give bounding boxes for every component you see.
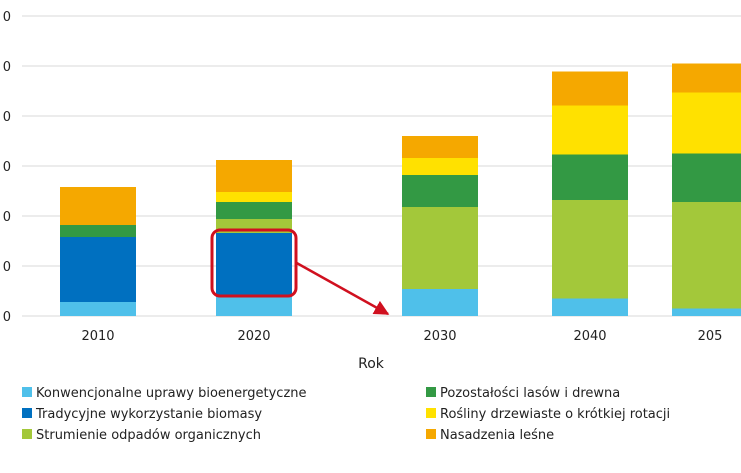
x-tick-label-2030: 2030: [423, 329, 456, 344]
bar-2010-konwencjonalne-uprawy-bioenergetyczne: [60, 302, 136, 316]
grid-lines: [22, 15, 741, 317]
bar-2020-rosliny-drzewiaste-o-krotkiej-rotacji: [216, 192, 292, 202]
bar-2050-konwencjonalne-uprawy-bioenergetyczne: [672, 308, 741, 316]
bar-2010-tradycyjne-wykorzystanie-biomasy: [60, 237, 136, 302]
y-tick-label: 0: [3, 10, 11, 25]
annotation-arrow: [295, 261, 390, 316]
bars: [60, 63, 741, 316]
legend-label: Konwencjonalne uprawy bioenergetyczne: [36, 386, 307, 401]
legend-item-tradycyjne-wykorzystanie-biomasy: Tradycyjne wykorzystanie biomasy: [22, 407, 262, 422]
bar-2040-strumienie-odpadow-organicznych: [552, 200, 628, 299]
y-tick-label: 0: [3, 210, 11, 225]
bar-2050-pozostalosci-lasow-i-drewna: [672, 153, 741, 202]
y-tick-label: 0: [3, 310, 11, 325]
legend-swatch: [426, 429, 436, 439]
legend-item-pozostalosci-lasow-i-drewna: Pozostałości lasów i drewna: [426, 386, 620, 401]
bar-2050-nasadzenia-lesne: [672, 63, 741, 93]
bar-2010-pozostalosci-lasow-i-drewna: [60, 225, 136, 237]
bar-2050-rosliny-drzewiaste-o-krotkiej-rotacji: [672, 92, 741, 154]
x-tick-label-2050: 205: [698, 329, 723, 344]
legend-swatch: [426, 408, 436, 418]
legend-item-strumienie-odpadow-organicznych: Strumienie odpadów organicznych: [22, 428, 261, 443]
legend-item-rosliny-drzewiaste-o-krotkiej-rotacji: Rośliny drzewiaste o krótkiej rotacji: [426, 407, 670, 422]
bar-2020-tradycyjne-wykorzystanie-biomasy: [216, 233, 292, 296]
x-axis-title: Rok: [358, 356, 385, 372]
bar-2010-nasadzenia-lesne: [60, 187, 136, 225]
x-tick-labels: 2010 2020 2030 2040 205: [81, 329, 722, 344]
bar-2040-konwencjonalne-uprawy-bioenergetyczne: [552, 298, 628, 316]
bar-2030-pozostalosci-lasow-i-drewna: [402, 175, 478, 207]
legend-swatch: [22, 387, 32, 397]
y-tick-label: 0: [3, 160, 11, 175]
bar-2040-pozostalosci-lasow-i-drewna: [552, 154, 628, 200]
x-tick-label-2020: 2020: [237, 329, 270, 344]
legend-item-nasadzenia-lesne: Nasadzenia leśne: [426, 428, 554, 443]
x-tick-label-2040: 2040: [573, 329, 606, 344]
legend-swatch: [22, 408, 32, 418]
bar-2040-nasadzenia-lesne: [552, 71, 628, 106]
legend-label: Strumienie odpadów organicznych: [36, 428, 261, 443]
legend-label: Tradycyjne wykorzystanie biomasy: [35, 407, 262, 422]
legend-label: Rośliny drzewiaste o krótkiej rotacji: [440, 407, 670, 422]
legend-item-konwencjonalne-uprawy-bioenergetyczne: Konwencjonalne uprawy bioenergetyczne: [22, 386, 307, 401]
legend: Konwencjonalne uprawy bioenergetyczne Tra…: [22, 386, 670, 443]
annotation: [210, 228, 390, 316]
legend-label: Nasadzenia leśne: [440, 428, 554, 443]
legend-label: Pozostałości lasów i drewna: [440, 386, 620, 401]
legend-swatch: [426, 387, 436, 397]
y-tick-labels: 0 0 0 0 0 0 0: [3, 10, 11, 325]
bar-2050-strumienie-odpadow-organicznych: [672, 202, 741, 309]
bar-2020-nasadzenia-lesne: [216, 160, 292, 192]
y-tick-label: 0: [3, 60, 11, 75]
bar-2040-rosliny-drzewiaste-o-krotkiej-rotacji: [552, 105, 628, 155]
bar-2020-pozostalosci-lasow-i-drewna: [216, 202, 292, 219]
y-tick-label: 0: [3, 110, 11, 125]
bar-2030-strumienie-odpadow-organicznych: [402, 207, 478, 289]
bar-2030-rosliny-drzewiaste-o-krotkiej-rotacji: [402, 158, 478, 175]
bar-2020-konwencjonalne-uprawy-bioenergetyczne: [216, 296, 292, 316]
y-tick-label: 0: [3, 260, 11, 275]
bar-2030-konwencjonalne-uprawy-bioenergetyczne: [402, 289, 478, 316]
legend-swatch: [22, 429, 32, 439]
x-tick-label-2010: 2010: [81, 329, 114, 344]
bar-2030-nasadzenia-lesne: [402, 136, 478, 158]
